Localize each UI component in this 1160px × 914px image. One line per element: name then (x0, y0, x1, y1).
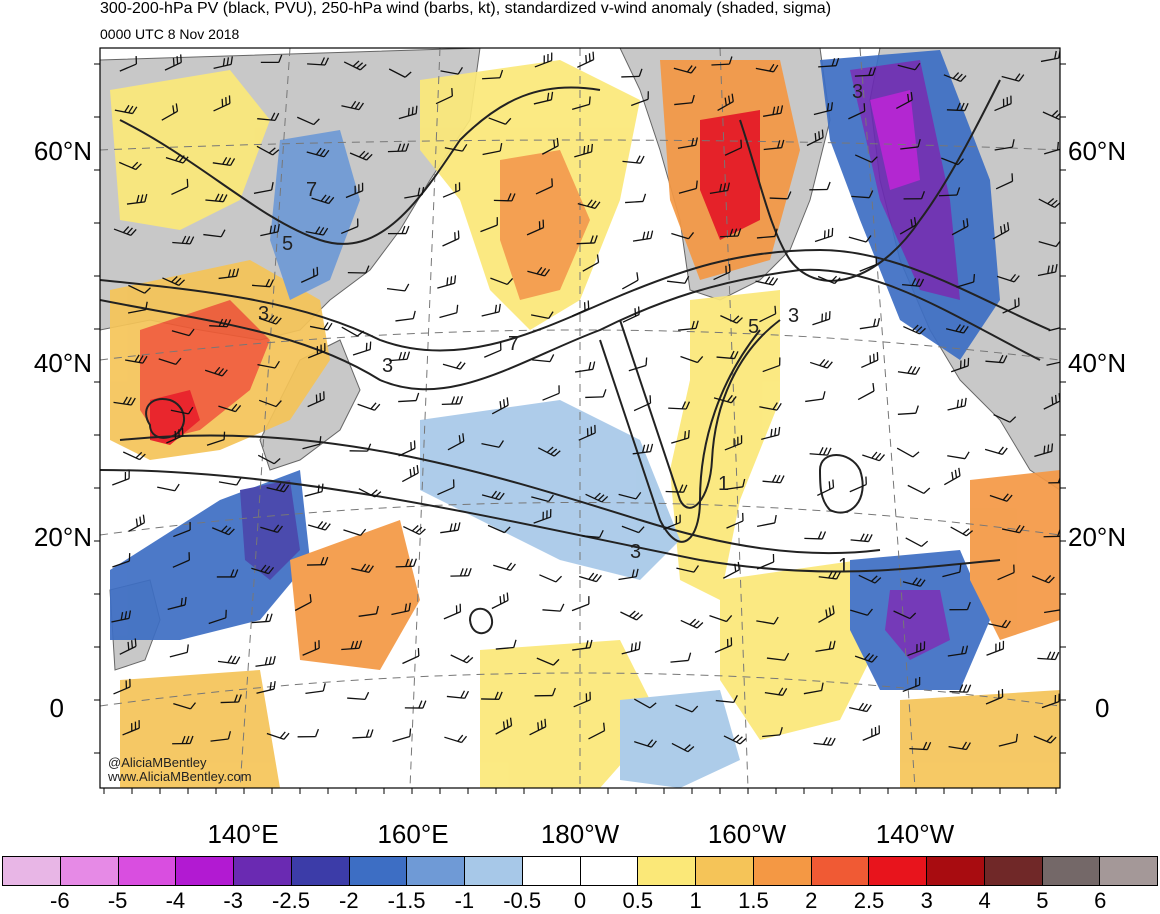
credit-handle: @AliciaMBentley (108, 755, 206, 770)
lat-label-left: 60°N (34, 136, 92, 166)
colorbar-label: 5 (1036, 888, 1048, 914)
pv-label: 3 (852, 81, 863, 103)
lon-label: 180°W (541, 819, 620, 849)
colorbar-swatch (984, 856, 1043, 886)
pv-label: 5 (282, 233, 293, 255)
lat-label-right: 60°N (1068, 136, 1126, 166)
pv-label: 3 (630, 541, 641, 563)
colorbar-swatch (464, 856, 523, 886)
colorbar-swatch (118, 856, 177, 886)
colorbar-swatch (406, 856, 465, 886)
colorbar-swatch (349, 856, 408, 886)
pv-label: 7 (508, 333, 519, 355)
colorbar-label: 0 (574, 888, 586, 914)
pv-label: 5 (748, 316, 759, 338)
lat-label-right: 0 (1095, 693, 1109, 723)
colorbar-label: 2 (805, 888, 817, 914)
colorbar-swatch (1042, 856, 1101, 886)
lon-labels: 140°E 160°E 180°W 160°W 140°W (207, 819, 954, 849)
colorbar-label: -5 (108, 888, 128, 914)
lon-label: 140°W (876, 819, 955, 849)
lon-label: 160°E (377, 819, 448, 849)
colorbar-label: 0.5 (623, 888, 654, 914)
lat-label-right: 20°N (1068, 522, 1126, 552)
colorbar-swatch (1099, 856, 1158, 886)
colorbar (2, 856, 1158, 886)
colorbar-swatch (291, 856, 350, 886)
colorbar-label: 6 (1094, 888, 1106, 914)
pv-label: 7 (306, 179, 317, 201)
pv-label: 1 (718, 473, 729, 495)
colorbar-swatch (926, 856, 985, 886)
colorbar-swatch (695, 856, 754, 886)
lat-label-left: 40°N (34, 348, 92, 378)
lon-label: 160°W (708, 819, 787, 849)
colorbar-labels: -6 -5 -4 -3 -2.5 -2 -1.5 -1 -0.5 0 0.5 1 1.5 2 2.5 3 4 5 6 (0, 886, 1160, 913)
pv-label: 3 (382, 355, 393, 377)
colorbar-swatch (522, 856, 581, 886)
colorbar-swatch (753, 856, 812, 886)
map-panel: 3 5 7 3 7 3 5 3 1 3 1 (100, 48, 1069, 788)
colorbar-label: -4 (166, 888, 186, 914)
colorbar-swatch (580, 856, 639, 886)
colorbar-label: -0.5 (503, 888, 541, 914)
pv-label: 3 (788, 305, 799, 327)
lat-label-left: 20°N (34, 522, 92, 552)
lat-labels-left: 60°N 40°N 20°N 0 (34, 136, 92, 723)
colorbar-label: 1.5 (738, 888, 769, 914)
lat-labels-right: 60°N 40°N 20°N 0 (1068, 136, 1126, 723)
colorbar-swatch (868, 856, 927, 886)
colorbar-swatch (233, 856, 292, 886)
colorbar-label: -2.5 (272, 888, 310, 914)
colorbar-label: 2.5 (854, 888, 885, 914)
lat-label-right: 40°N (1068, 348, 1126, 378)
colorbar-swatch (2, 856, 61, 886)
colorbar-label: 3 (921, 888, 933, 914)
colorbar-label: -1.5 (388, 888, 426, 914)
colorbar-label: 1 (689, 888, 701, 914)
colorbar-swatch (637, 856, 696, 886)
colorbar-label: -1 (455, 888, 475, 914)
colorbar-swatch (811, 856, 870, 886)
colorbar-label: -3 (223, 888, 243, 914)
lon-label: 140°E (207, 819, 278, 849)
credit-website: www.AliciaMBentley.com (108, 769, 252, 784)
colorbar-swatch (175, 856, 234, 886)
colorbar-swatch (60, 856, 119, 886)
lat-label-left: 0 (50, 693, 64, 723)
anomaly-equatorial-east-orange (900, 690, 1060, 788)
colorbar-label: -6 (50, 888, 70, 914)
colorbar-label: 4 (978, 888, 990, 914)
colorbar-label: -2 (339, 888, 359, 914)
